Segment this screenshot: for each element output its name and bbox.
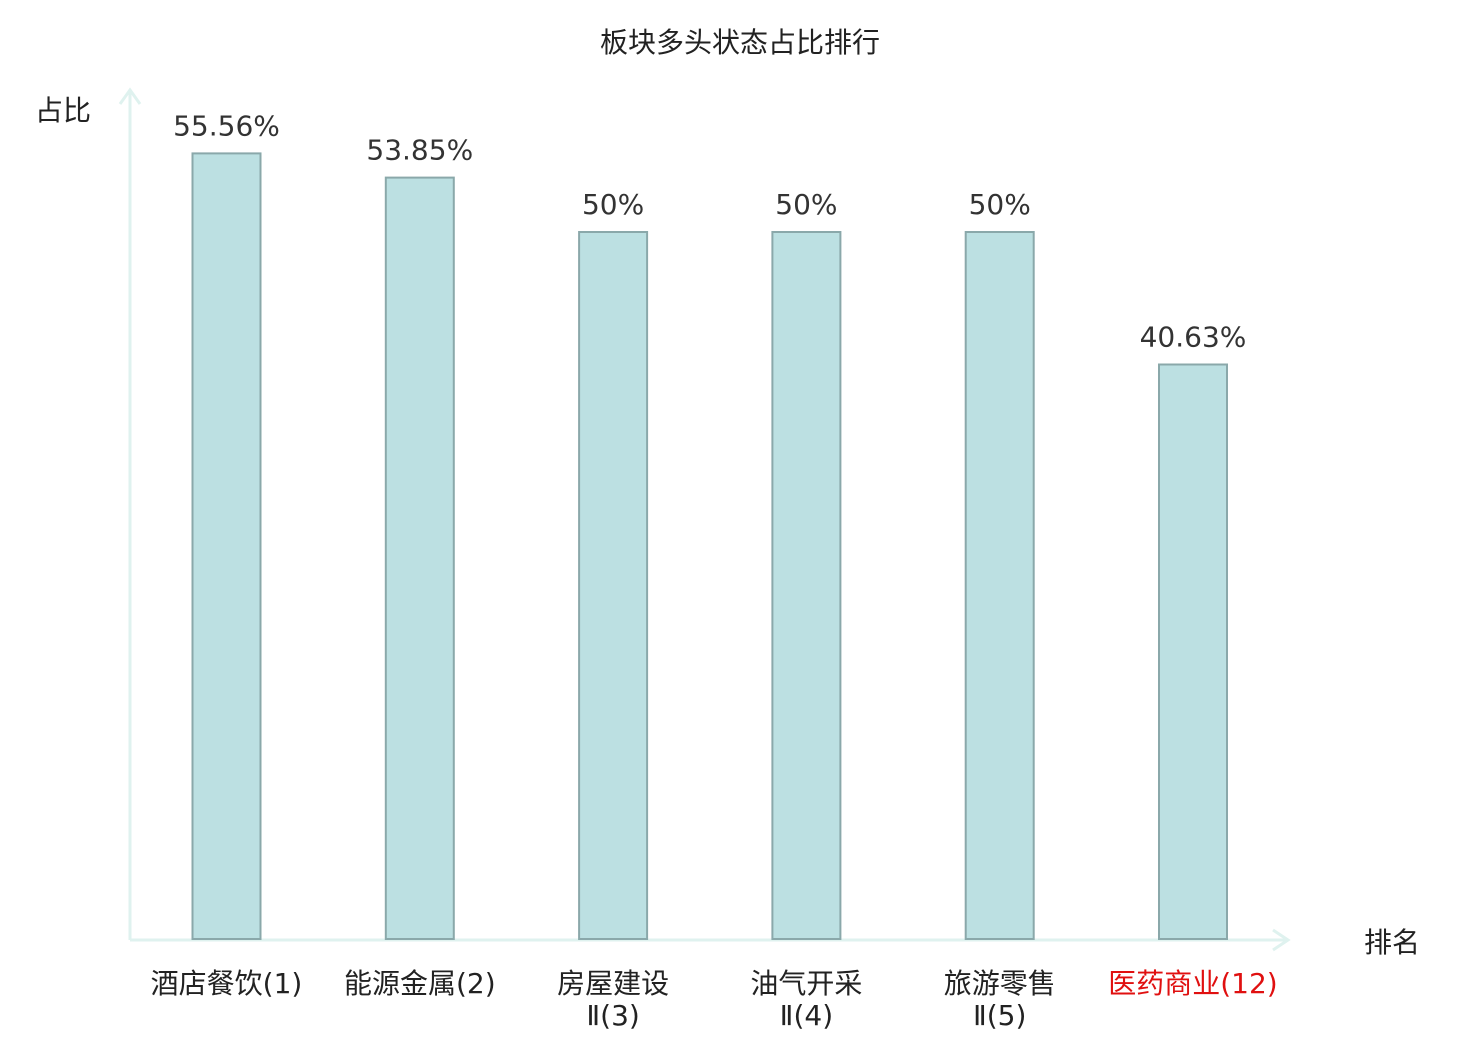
category-tick-label: Ⅱ(5) (973, 999, 1026, 1032)
chart-title: 板块多头状态占比排行 (600, 26, 880, 59)
category-tick-label: Ⅱ(3) (586, 999, 639, 1032)
axes (118, 87, 1291, 952)
category-tick-label: Ⅱ(4) (780, 999, 833, 1032)
bar (964, 231, 1035, 940)
bar (191, 152, 262, 940)
category-tick-label: 油气开采 (750, 967, 862, 1000)
bars-group (191, 152, 1228, 941)
bar (771, 231, 842, 940)
y-axis-label: 占比 (35, 94, 91, 127)
category-tick-label: 能源金属(2) (344, 967, 496, 1000)
bar (1158, 363, 1228, 940)
value-labels-group: 55.56% 53.85% 50% 50% 50% 40.63% (173, 109, 1246, 353)
bar-value-label: 53.85% (366, 134, 473, 167)
y-axis-arrow-icon (118, 87, 142, 105)
bar-value-label: 50% (582, 188, 644, 221)
bar (384, 176, 455, 941)
bar-value-label: 55.56% (173, 109, 280, 142)
category-tick-label: 旅游零售 (944, 967, 1056, 1000)
category-tick-label: 酒店餐饮(1) (151, 967, 303, 1000)
x-axis-label: 排名 (1364, 926, 1420, 959)
bar-value-label: 50% (775, 188, 837, 221)
bar-value-label: 50% (969, 188, 1031, 221)
x-axis-arrow-icon (1272, 928, 1291, 952)
category-tick-label: 医药商业(12) (1108, 967, 1277, 1000)
bar (578, 231, 649, 940)
category-tick-label: 房屋建设 (557, 967, 669, 1000)
bar-value-label: 40.63% (1140, 321, 1247, 354)
